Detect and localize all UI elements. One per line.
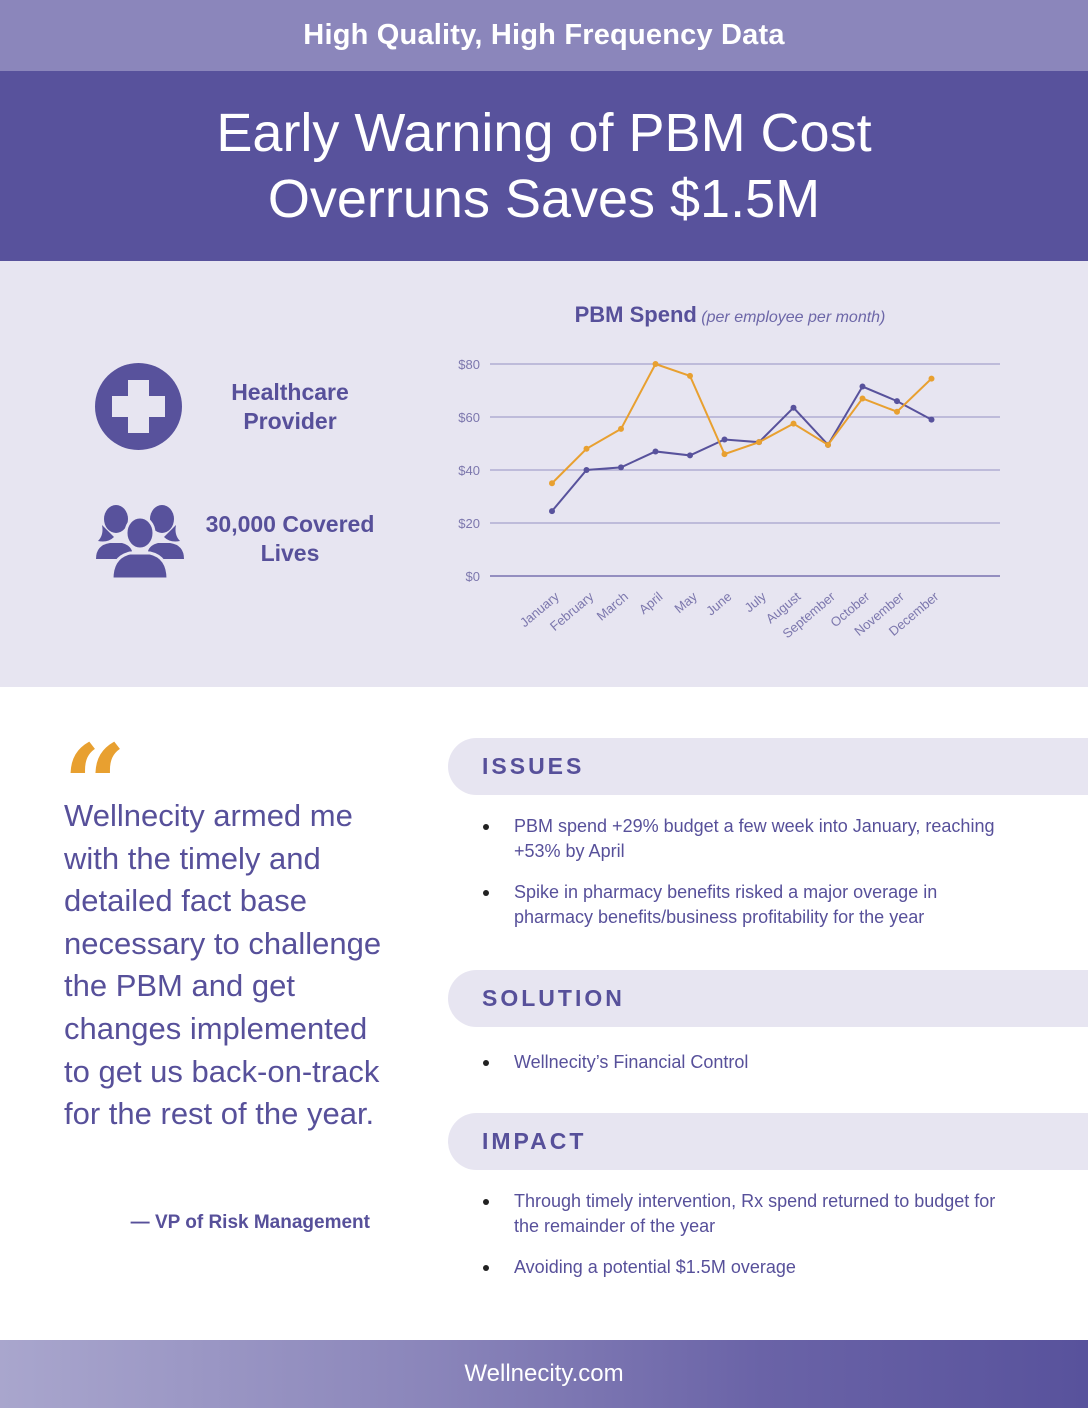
data-point bbox=[928, 375, 935, 382]
section-heading: SOLUTION bbox=[482, 985, 625, 1011]
data-point bbox=[894, 398, 900, 405]
stat-label: Healthcare Provider bbox=[231, 379, 349, 434]
chart-title: PBM Spend (per employee per month) bbox=[440, 302, 1020, 328]
list-item: Spike in pharmacy benefits risked a majo… bbox=[478, 880, 1018, 930]
stat-label: 30,000 Covered Lives bbox=[205, 511, 375, 566]
data-point bbox=[721, 436, 728, 443]
data-point bbox=[790, 404, 797, 411]
data-point bbox=[928, 416, 935, 423]
tagline: High Quality, High Frequency Data bbox=[303, 19, 785, 51]
y-tick-label: $80 bbox=[458, 357, 480, 372]
impact-list: Through timely intervention, Rx spend re… bbox=[478, 1189, 1018, 1296]
data-point bbox=[652, 361, 659, 367]
data-point bbox=[687, 372, 693, 379]
y-tick-label: $40 bbox=[458, 463, 480, 478]
data-point bbox=[790, 420, 797, 427]
x-tick-label: July bbox=[742, 588, 770, 615]
data-point bbox=[583, 445, 590, 452]
testimonial-quote: Wellnecity armed me with the timely and … bbox=[64, 798, 382, 1132]
summary-band bbox=[0, 261, 1088, 687]
x-tick-label: March bbox=[594, 589, 631, 624]
data-point bbox=[721, 451, 728, 458]
data-point bbox=[859, 383, 866, 390]
list-item: Through timely intervention, Rx spend re… bbox=[478, 1189, 1018, 1239]
data-point bbox=[687, 452, 693, 459]
list-item: PBM spend +29% budget a few week into Ja… bbox=[478, 814, 1018, 864]
y-tick-label: $20 bbox=[458, 516, 480, 531]
series-line bbox=[551, 385, 932, 512]
chart-title-main: PBM Spend bbox=[574, 302, 697, 327]
data-point bbox=[583, 467, 590, 473]
people-group-icon bbox=[96, 505, 184, 579]
y-tick-label: $60 bbox=[458, 410, 480, 425]
quote-mark-icon: “ bbox=[63, 720, 127, 849]
website-link[interactable]: Wellnecity.com bbox=[464, 1360, 624, 1387]
data-point bbox=[549, 508, 555, 515]
data-point bbox=[652, 448, 659, 455]
footer-bar: Wellnecity.com bbox=[0, 1340, 1088, 1408]
testimonial-attribution: — VP of Risk Management bbox=[130, 1212, 370, 1233]
section-header-impact: IMPACT bbox=[448, 1113, 1088, 1170]
medical-cross-icon bbox=[95, 363, 182, 450]
section-header-issues: ISSUES bbox=[448, 738, 1088, 795]
data-point bbox=[894, 408, 900, 415]
page-title: Early Warning of PBM Cost Overruns Saves… bbox=[216, 103, 872, 229]
data-point bbox=[825, 441, 831, 448]
list-item: Wellnecity’s Financial Control bbox=[478, 1050, 1018, 1075]
x-tick-label: April bbox=[636, 589, 666, 617]
data-point bbox=[549, 480, 555, 487]
section-header-solution: SOLUTION bbox=[448, 970, 1088, 1027]
section-heading: ISSUES bbox=[482, 753, 585, 779]
tagline-bar: High Quality, High Frequency Data bbox=[0, 0, 1088, 71]
data-point bbox=[618, 425, 624, 432]
data-point bbox=[756, 439, 762, 446]
x-tick-label: June bbox=[703, 589, 734, 619]
chart-subtitle: (per employee per month) bbox=[701, 309, 886, 326]
series-line bbox=[551, 362, 933, 484]
issues-list: PBM spend +29% budget a few week into Ja… bbox=[478, 814, 1018, 946]
data-point bbox=[618, 464, 624, 471]
x-tick-label: May bbox=[671, 588, 700, 616]
solution-list: Wellnecity’s Financial Control bbox=[478, 1050, 1018, 1091]
y-tick-label: $0 bbox=[466, 569, 480, 584]
data-point bbox=[859, 395, 866, 402]
title-banner: Early Warning of PBM Cost Overruns Saves… bbox=[0, 71, 1088, 261]
section-heading: IMPACT bbox=[482, 1128, 587, 1154]
list-item: Avoiding a potential $1.5M overage bbox=[478, 1255, 1018, 1280]
